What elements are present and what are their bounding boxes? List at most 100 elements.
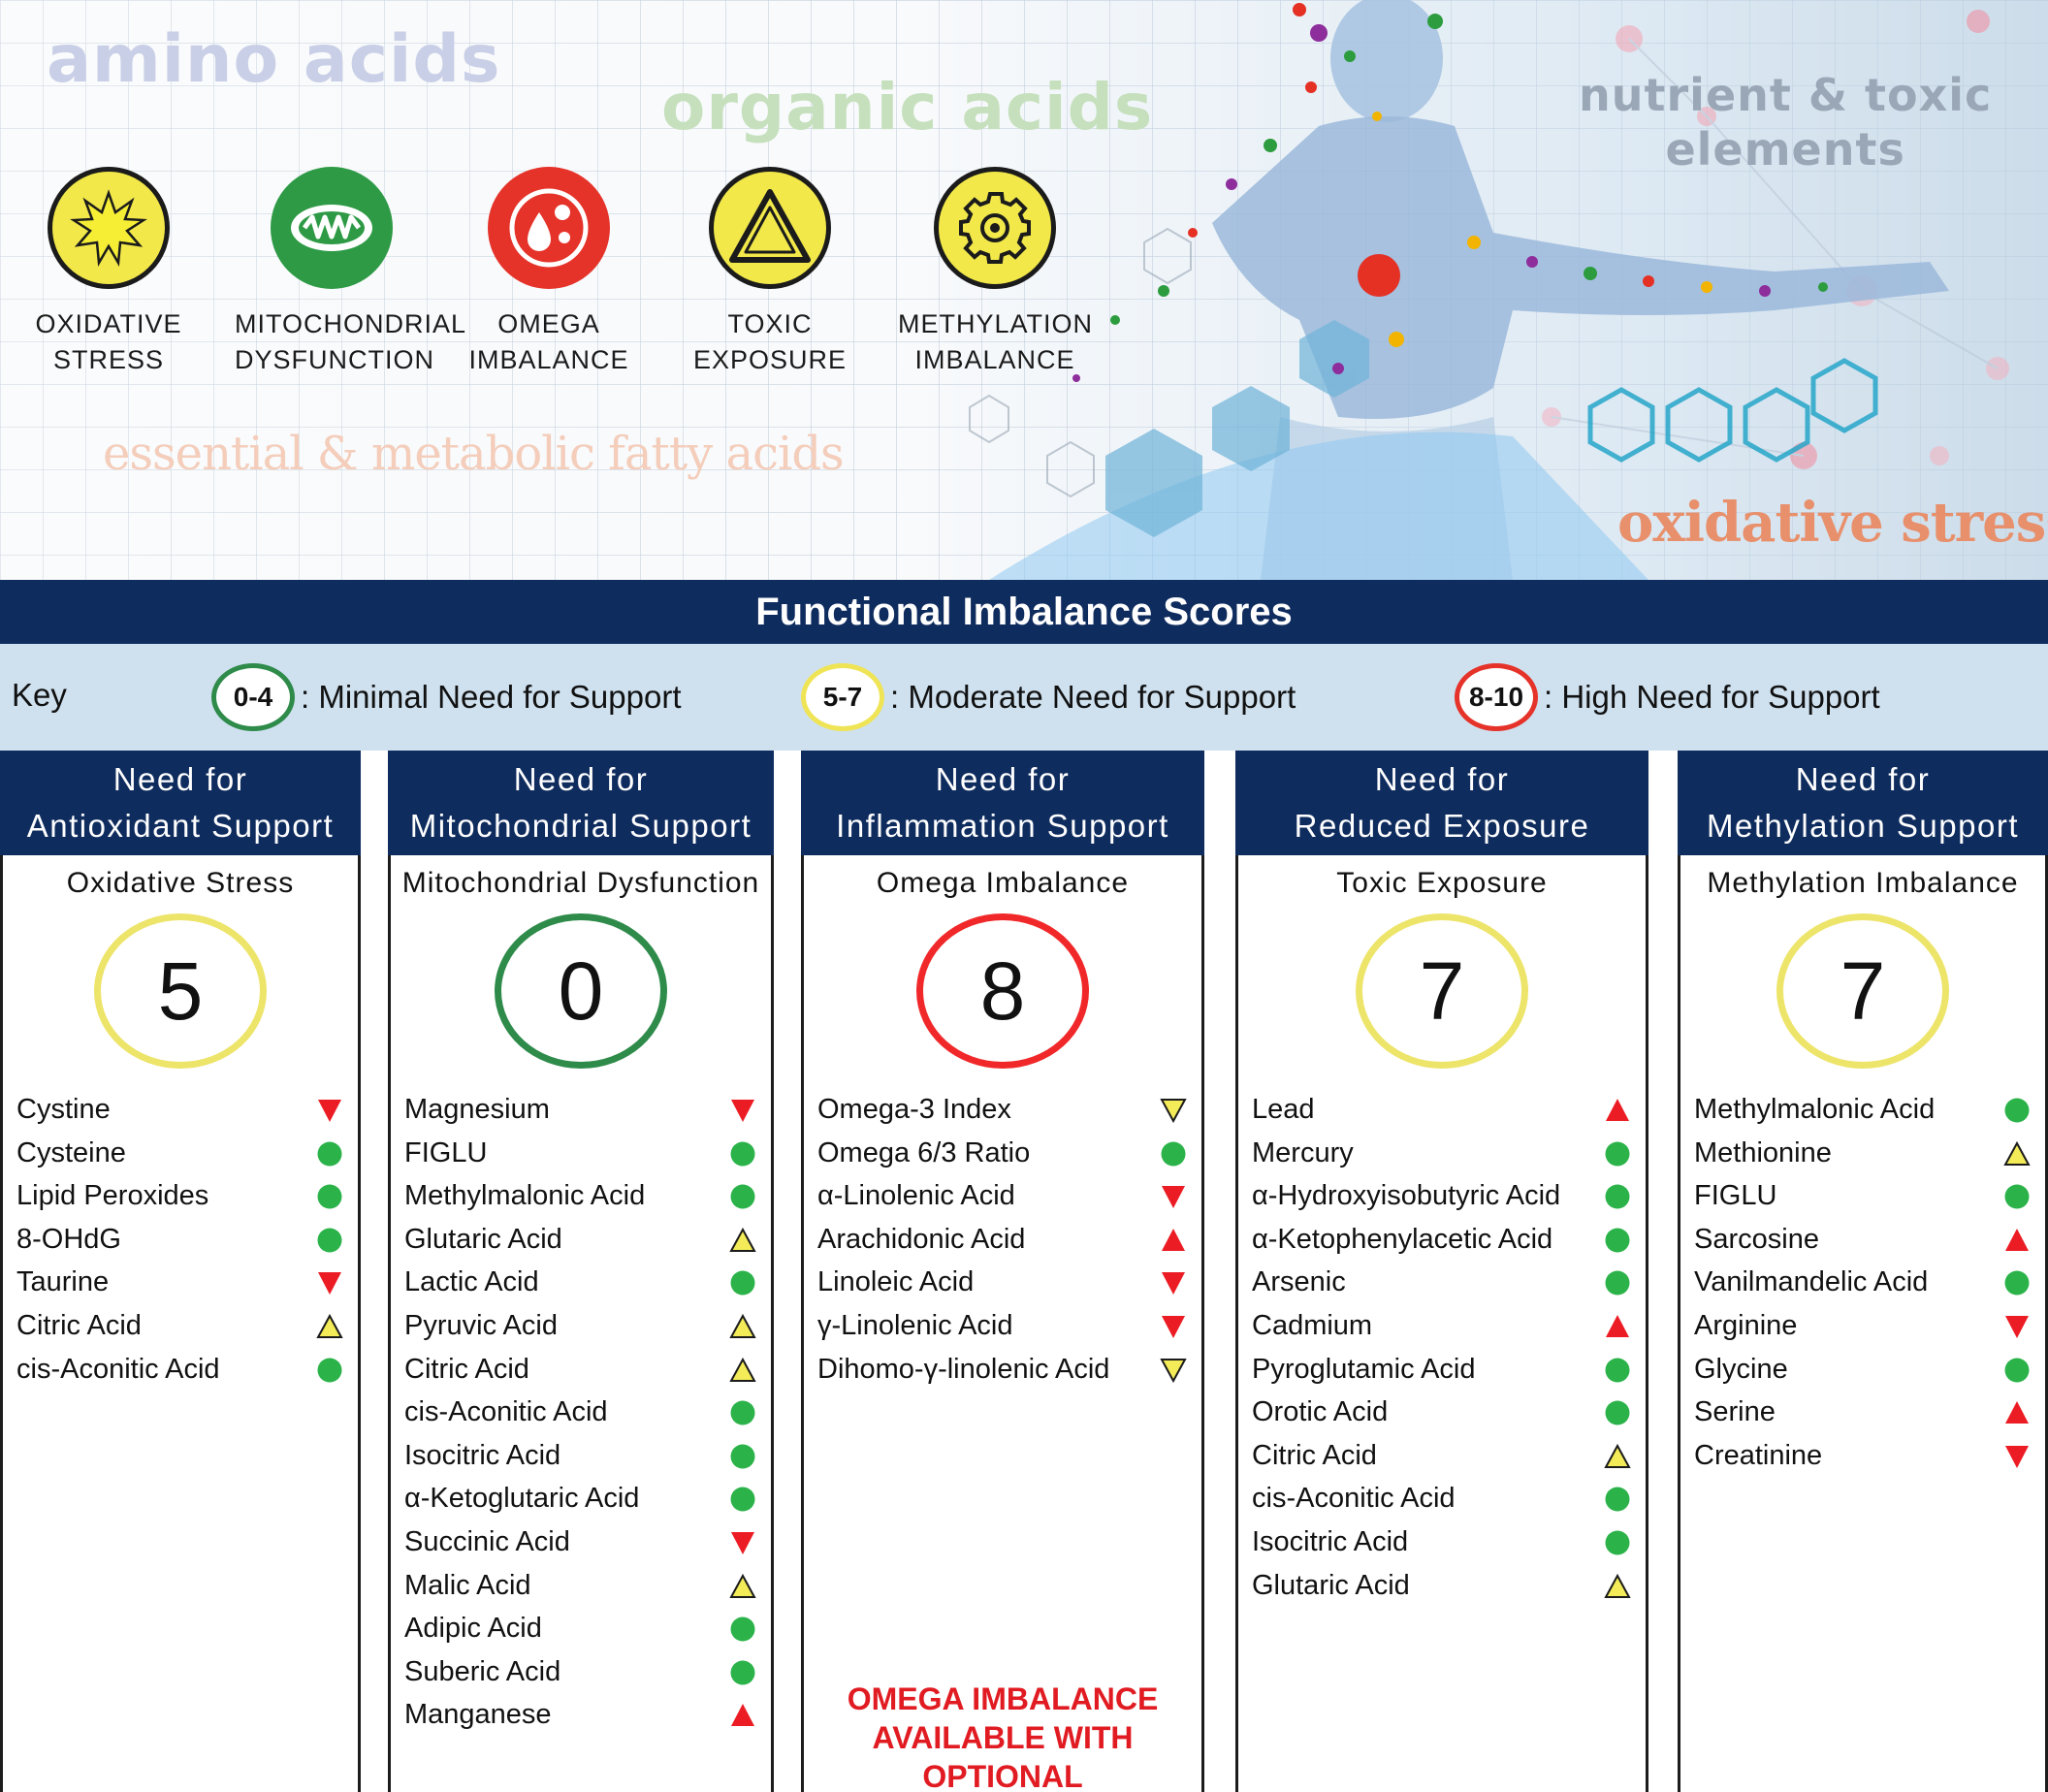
score-badge: 8 [916,913,1089,1069]
yellow-up-triangle-icon [728,1312,757,1341]
red-up-triangle-icon [1603,1312,1632,1341]
column-subtitle: Oxidative Stress [66,867,295,899]
marker-row: Methionine [1690,1132,2037,1175]
marker-row: Omega 6/3 Ratio [814,1132,1194,1175]
droplets-icon [488,167,610,289]
column-header-line2: Reduced Exposure [1294,808,1590,844]
marker-name: Pyruvic Acid [404,1309,558,1341]
marker-name: Creatinine [1694,1439,1823,1471]
key-range-badge: 8-10 [1455,663,1538,731]
marker-row: α-Hydroxyisobutyric Acid [1248,1174,1638,1218]
marker-name: Linoleic Acid [817,1266,975,1298]
column-header-line2: Antioxidant Support [26,808,335,844]
column-subtitle: Methylation Imbalance [1707,867,2019,899]
marker-name: Cystine [16,1094,111,1125]
hero-word-amino-acids: amino acids [47,21,501,98]
marker-name: Magnesium [404,1094,550,1125]
key-text: : Moderate Need for Support [890,679,1296,715]
green-dot-icon [1603,1485,1632,1514]
starburst-icon [48,167,170,289]
marker-row: cis-Aconitic Acid [400,1391,763,1434]
green-dot-icon [1603,1139,1632,1168]
marker-row: Pyruvic Acid [400,1304,763,1348]
marker-row: Glutaric Acid [1248,1564,1638,1608]
yellow-up-triangle-icon [728,1356,757,1385]
red-up-triangle-icon [2002,1226,2032,1255]
green-dot-icon [1603,1268,1632,1297]
marker-row: α-Ketoglutaric Acid [400,1477,763,1520]
key-text: : Minimal Need for Support [301,679,682,715]
green-dot-icon [1603,1398,1632,1427]
marker-name: 8-OHdG [16,1223,121,1255]
hero-word-nutrient-line1: nutrient & toxic [1579,69,1993,121]
key-item-minimal: 0-4 : Minimal Need for Support [211,663,682,731]
marker-row: 8-OHdG [13,1218,350,1262]
warning-triangle-icon [709,167,831,289]
marker-list: Omega-3 Index Omega 6/3 Ratio α-Linolenic … [814,1088,1194,1391]
yellow-up-triangle-icon [728,1572,757,1601]
marker-row: Methylmalonic Acid [1690,1088,2037,1132]
red-down-triangle-icon [315,1268,344,1297]
legend-oxidative-stress: OXIDATIVE STRESS [12,167,206,378]
legend-omega-imbalance: OMEGA IMBALANCE [452,167,646,378]
marker-name: Mercury [1252,1136,1354,1168]
score-column: Need for Inflammation Support Omega Imbala… [801,751,1204,1792]
score-badge: 7 [1776,913,1949,1069]
optional-addon-note: OMEGA IMBALANCE AVAILABLE WITH OPTIONAL [804,1680,1201,1792]
green-dot-icon [728,1615,757,1644]
column-body: Mitochondrial Dysfunction 0 Magnesium FIGLU… [388,855,774,1792]
marker-row: Isocitric Acid [1248,1520,1638,1564]
marker-row: Taurine [13,1261,350,1304]
score-badge: 0 [495,913,667,1069]
marker-list: Methylmalonic Acid Methionine FIGLU Sarcosi… [1690,1088,2037,1477]
marker-row: cis-Aconitic Acid [13,1348,350,1392]
column-header: Need for Antioxidant Support [0,751,361,855]
marker-row: Arsenic [1248,1261,1638,1304]
marker-name: Lead [1252,1094,1315,1125]
marker-name: Manganese [404,1699,552,1731]
score-column: Need for Methylation Support Methylation I… [1678,751,2048,1792]
marker-name: Succinic Acid [404,1525,570,1557]
marker-name: Arsenic [1252,1266,1346,1298]
score-badge: 5 [94,913,267,1069]
column-subtitle: Toxic Exposure [1336,867,1548,899]
green-dot-icon [315,1182,344,1211]
marker-row: Methylmalonic Acid [400,1174,763,1218]
column-header-line2: Inflammation Support [836,808,1169,844]
marker-name: α-Ketophenylacetic Acid [1252,1223,1553,1255]
score-column: Need for Mitochondrial Support Mitochondri… [388,751,774,1792]
marker-row: Arachidonic Acid [814,1218,1194,1262]
green-dot-icon [1603,1356,1632,1385]
key-range-badge: 5-7 [801,663,884,731]
green-dot-icon [1603,1182,1632,1211]
marker-name: Vanilmandelic Acid [1694,1266,1929,1298]
marker-name: cis-Aconitic Acid [404,1396,608,1428]
hero-word-nutrient-toxic-elements: nutrient & toxic elements [1579,68,1992,176]
yellow-up-triangle-icon [2002,1139,2032,1168]
marker-name: Omega-3 Index [817,1094,1011,1125]
key-range-badge: 0-4 [211,663,295,731]
red-down-triangle-icon [728,1528,757,1557]
column-header-line1: Need for [513,761,649,797]
column-body: Toxic Exposure 7 Lead Mercury α-Hydroxyisobu… [1235,855,1648,1792]
hero-illustration [969,0,2009,580]
marker-name: Glutaric Acid [404,1223,562,1255]
marker-row: Arginine [1690,1304,2037,1348]
marker-row: Succinic Acid [400,1520,763,1564]
red-up-triangle-icon [2002,1398,2032,1427]
column-subtitle: Omega Imbalance [876,867,1130,899]
marker-row: Vanilmandelic Acid [1690,1261,2037,1304]
marker-name: Dihomo-γ-linolenic Acid [817,1353,1110,1385]
marker-name: Arachidonic Acid [817,1223,1026,1255]
marker-name: Cysteine [16,1136,126,1168]
red-up-triangle-icon [1603,1096,1632,1125]
legend-methylation-line2: IMBALANCE [914,345,1075,374]
red-down-triangle-icon [2002,1312,2032,1341]
marker-row: Citric Acid [1248,1434,1638,1478]
column-header: Need for Reduced Exposure [1235,751,1648,855]
optional-note-line: AVAILABLE WITH [872,1720,1134,1755]
legend-mitochondrial-dysfunction: MITOCHONDRIAL DYSFUNCTION [235,167,465,378]
marker-row: cis-Aconitic Acid [1248,1477,1638,1520]
marker-row: γ-Linolenic Acid [814,1304,1194,1348]
marker-name: Serine [1694,1396,1776,1428]
